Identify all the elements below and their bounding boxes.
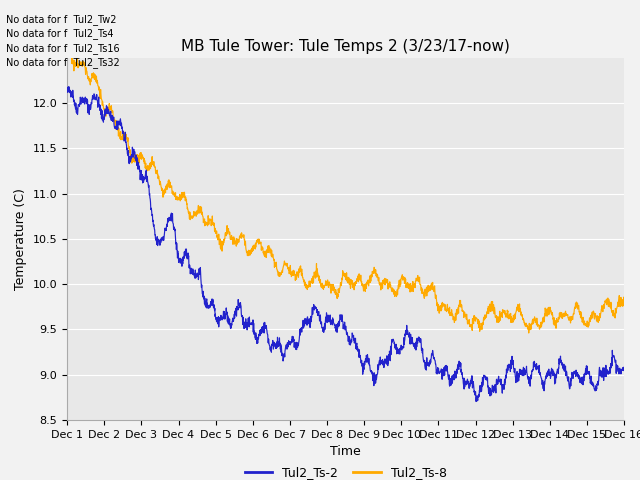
Legend: Tul2_Ts-2, Tul2_Ts-8: Tul2_Ts-2, Tul2_Ts-8	[239, 461, 452, 480]
Title: MB Tule Tower: Tule Temps 2 (3/23/17-now): MB Tule Tower: Tule Temps 2 (3/23/17-now…	[181, 39, 510, 54]
Text: No data for f  Tul2_Tw2
No data for f  Tul2_Ts4
No data for f  Tul2_Ts16
No data: No data for f Tul2_Tw2 No data for f Tul…	[6, 14, 120, 68]
Y-axis label: Temperature (C): Temperature (C)	[14, 188, 27, 290]
X-axis label: Time: Time	[330, 445, 361, 458]
